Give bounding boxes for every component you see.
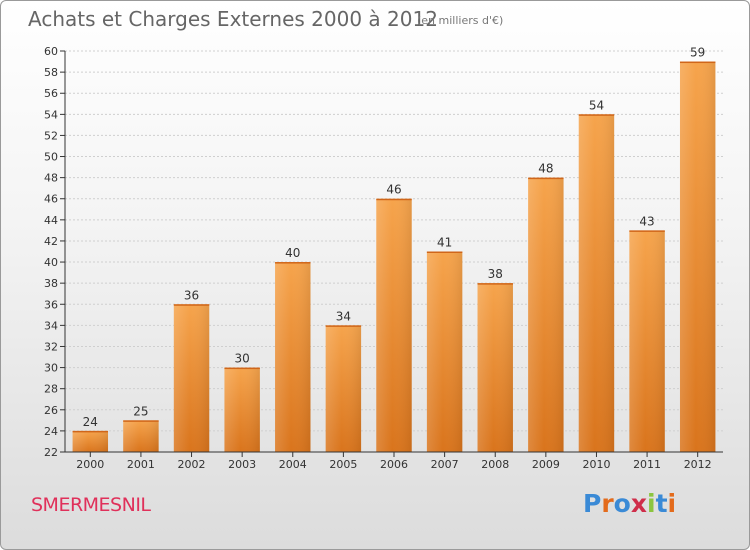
y-tick-label: 32 (44, 340, 58, 353)
logo-letter: x (630, 489, 647, 518)
logo-letter: P (583, 489, 602, 518)
bar-shine (275, 262, 311, 452)
y-tick-label: 40 (44, 256, 58, 269)
logo-letter: i (647, 489, 656, 518)
x-tick-label: 2001 (127, 458, 155, 471)
x-tick-label: 2002 (178, 458, 206, 471)
y-tick-label: 48 (44, 172, 58, 185)
bar-top-edge (72, 430, 109, 433)
x-tick-label: 2004 (279, 458, 307, 471)
bar-top-edge (173, 304, 210, 306)
x-tick-label: 2008 (481, 458, 509, 471)
bar-shine (477, 283, 513, 452)
chart-subtitle: (en milliers d'€) (417, 14, 504, 27)
y-tick-label: 36 (44, 298, 58, 311)
bar-top-edge (679, 61, 716, 64)
logo-letter: r (601, 489, 614, 518)
y-tick-label: 26 (44, 404, 58, 417)
municipality-name: SMERMESNIL (31, 494, 151, 516)
x-tick-label: 2009 (532, 458, 560, 471)
bar-shine (426, 251, 463, 452)
y-tick-label: 50 (44, 151, 58, 164)
data-label: 30 (235, 352, 250, 366)
x-tick-label: 2006 (380, 458, 408, 471)
proxiti-logo: Proxiti (583, 489, 676, 518)
data-label: 34 (336, 309, 351, 323)
data-label: 54 (589, 98, 604, 112)
bar-shine (376, 198, 412, 452)
bar-shine (629, 230, 665, 452)
data-label: 38 (488, 267, 503, 281)
logo-letter: t (655, 489, 668, 518)
bar-shine (72, 430, 109, 452)
y-tick-label: 58 (44, 66, 58, 79)
y-tick-label: 38 (44, 277, 58, 290)
y-tick-label: 34 (44, 319, 58, 332)
data-label: 25 (133, 404, 148, 418)
y-tick-label: 24 (44, 425, 58, 438)
y-tick-label: 44 (44, 214, 58, 227)
bar-shine (173, 304, 210, 452)
bar-shine (528, 177, 564, 452)
y-tick-label: 30 (44, 362, 58, 375)
y-tick-label: 52 (44, 129, 58, 142)
bar-top-edge (123, 420, 159, 422)
x-tick-label: 2007 (431, 458, 459, 471)
data-label: 59 (690, 46, 705, 60)
x-tick-label: 2005 (329, 458, 357, 471)
logo-letter: o (613, 489, 631, 518)
bar-top-edge (325, 325, 362, 327)
x-tick-label: 2010 (582, 458, 610, 471)
data-label: 48 (538, 162, 553, 176)
y-tick-label: 22 (44, 446, 58, 459)
bar-shine (578, 114, 615, 452)
y-tick-label: 54 (44, 108, 58, 121)
bar-shine (224, 367, 260, 452)
bar-shine (325, 325, 362, 452)
bar-top-edge (578, 114, 615, 116)
y-tick-label: 56 (44, 87, 58, 100)
data-label: 41 (437, 236, 452, 250)
x-tick-label: 2003 (228, 458, 256, 471)
data-label: 46 (386, 183, 401, 197)
bar-top-edge (275, 262, 311, 264)
data-label: 43 (639, 214, 654, 228)
data-label: 36 (184, 288, 199, 302)
x-tick-label: 2012 (684, 458, 712, 471)
bar-top-edge (629, 230, 665, 232)
y-tick-label: 46 (44, 193, 58, 206)
bar-top-edge (528, 177, 564, 180)
bar-top-edge (224, 367, 260, 370)
data-label: 40 (285, 246, 300, 260)
x-tick-label: 2000 (76, 458, 104, 471)
logo-letter: i (667, 489, 677, 518)
y-tick-label: 60 (44, 45, 58, 58)
y-tick-label: 42 (44, 235, 58, 248)
x-tick-label: 2011 (633, 458, 661, 471)
bar-top-edge (376, 198, 412, 201)
bar-top-edge (477, 283, 513, 285)
bar-top-edge (426, 251, 463, 253)
bar-shine (679, 61, 716, 452)
bar-shine (123, 420, 159, 452)
chart-title: Achats et Charges Externes 2000 à 2012 (28, 7, 438, 31)
y-tick-label: 28 (44, 383, 58, 396)
data-label: 24 (83, 415, 98, 429)
